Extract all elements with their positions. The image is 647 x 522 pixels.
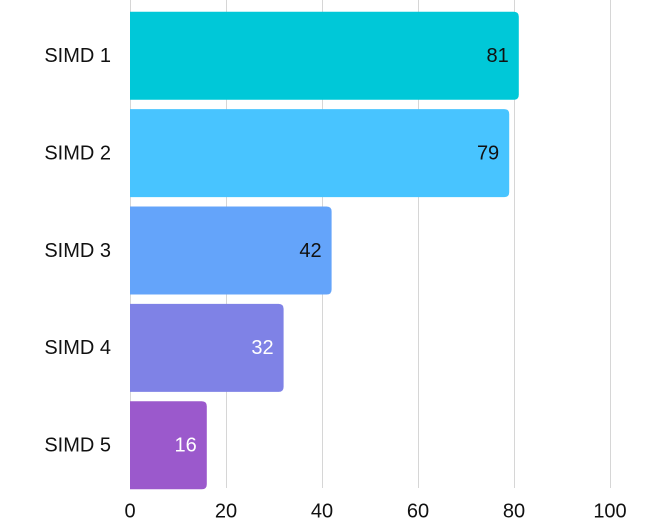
x-tick-label-40: 40 <box>311 500 333 522</box>
bar-3 <box>130 206 332 295</box>
x-tick-label-0: 0 <box>124 500 135 522</box>
category-label-4: SIMD 4 <box>44 337 111 359</box>
category-label-3: SIMD 3 <box>44 240 111 262</box>
bar-1 <box>130 11 519 100</box>
x-axis: 0 20 40 60 80 100 <box>124 500 626 522</box>
data-label-3: 42 <box>299 240 321 262</box>
bar-5 <box>130 401 207 490</box>
bar-2 <box>130 109 510 198</box>
data-label-4: 32 <box>251 337 273 359</box>
bar-4 <box>130 303 284 392</box>
data-label-5: 16 <box>175 435 197 457</box>
label-layer: 81 SIMD 1 79 SIMD 2 42 SIMD 3 32 SIMD 4 16 SIMD 5 <box>44 45 508 457</box>
category-label-2: SIMD 2 <box>44 142 111 164</box>
data-label-2: 79 <box>477 142 499 164</box>
category-label-1: SIMD 1 <box>44 45 111 67</box>
bar-layer <box>130 11 519 490</box>
x-tick-label-60: 60 <box>407 500 429 522</box>
x-tick-label-100: 100 <box>593 500 626 522</box>
data-label-1: 81 <box>487 45 509 67</box>
category-label-5: SIMD 5 <box>44 435 111 457</box>
x-tick-label-80: 80 <box>503 500 525 522</box>
x-tick-label-20: 20 <box>215 500 237 522</box>
